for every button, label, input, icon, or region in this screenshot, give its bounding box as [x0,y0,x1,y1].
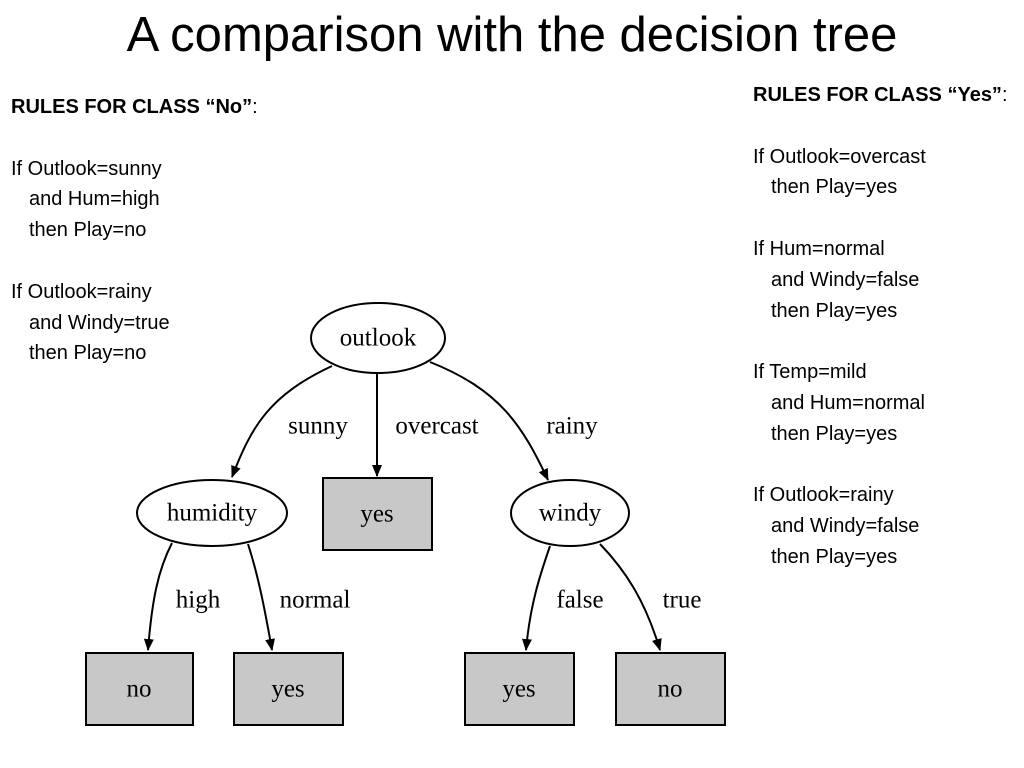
rule-line: then Play=yes [771,176,898,199]
rules-yes-heading-colon: : [1001,84,1008,106]
edge-normal [247,543,275,651]
edge-label-overcast: overcast [395,413,478,440]
rules-no-heading-text: RULES FOR CLASS “No” [11,96,253,118]
page-title: A comparison with the decision tree [126,8,898,62]
edge-label-sunny: sunny [288,413,348,440]
rule-line: If Outlook=rainy [11,280,152,303]
rule-line: then Play=no [29,342,147,365]
node-windy-label: windy [539,500,602,527]
rule-line: If Temp=mild [753,361,867,384]
rule-line: and Windy=true [29,311,170,334]
rules-no-heading: RULES FOR CLASS “No”: [11,92,258,123]
edge-sunny [231,365,333,478]
edge-label-rainy: rainy [546,413,598,440]
rule-line: then Play=yes [771,299,898,322]
rules-no-heading-colon: : [252,96,258,118]
rules-yes-heading: RULES FOR CLASS “Yes”: [753,80,1008,111]
rule-line: If Outlook=sunny [11,157,162,180]
leaf-false-label: yes [502,676,535,703]
leaf-overcast-label: yes [360,501,393,528]
edge-label-true: true [663,587,702,614]
rules-class-no: RULES FOR CLASS “No”: If Outlook=sunny a… [11,92,258,369]
edge-rainy [429,361,549,481]
edge-label-high: high [176,587,221,614]
node-windy [510,479,630,547]
rule-line: then Play=yes [771,545,898,568]
leaf-false-yes [464,652,575,726]
leaf-normal-yes [233,652,344,726]
rules-yes-heading-text: RULES FOR CLASS “Yes” [753,84,1002,106]
rule-line: and Windy=false [771,515,920,538]
rule-line: then Play=yes [771,422,898,445]
node-humidity-label: humidity [167,500,258,527]
rule-line: If Outlook=overcast [753,145,926,168]
node-outlook [310,302,446,374]
leaf-true-label: no [658,676,683,703]
node-outlook-label: outlook [340,325,417,352]
leaf-true-no [615,652,726,726]
leaf-high-no [85,652,194,726]
rule-line: and Hum=normal [771,391,925,414]
edge-label-normal: normal [280,587,351,614]
rule-line: If Hum=normal [753,237,885,260]
edge-true [599,543,662,651]
edge-false [521,545,551,651]
node-humidity [136,479,288,547]
leaf-normal-label: yes [271,676,304,703]
rule-line: then Play=no [29,219,147,242]
rules-class-yes: RULES FOR CLASS “Yes”: If Outlook=overca… [753,80,1008,573]
leaf-high-label: no [127,676,152,703]
edge-high [143,542,173,651]
edge-label-false: false [556,587,603,614]
rule-line: and Hum=high [29,188,160,211]
rule-line: If Outlook=rainy [753,484,894,507]
rule-line: and Windy=false [771,268,920,291]
leaf-overcast-yes [322,477,433,551]
